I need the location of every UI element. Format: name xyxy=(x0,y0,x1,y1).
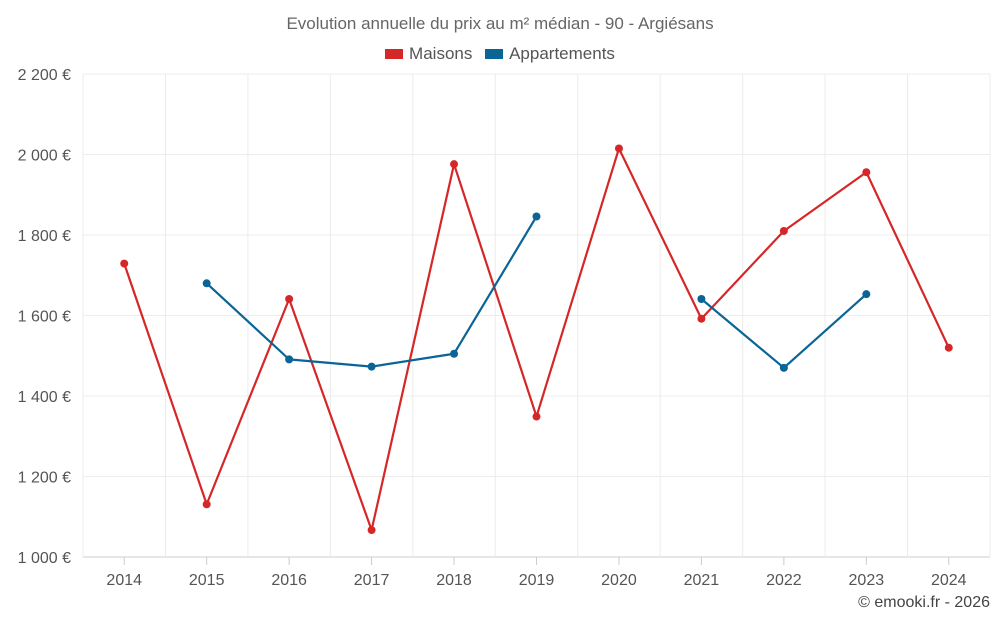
chart-title: Evolution annuelle du prix au m² médian … xyxy=(286,14,714,33)
legend: Maisons Appartements xyxy=(0,44,1000,64)
legend-swatch-maisons xyxy=(385,48,404,59)
data-point-maisons xyxy=(450,160,459,169)
y-tick-label: 1 800 € xyxy=(18,228,71,245)
data-point-appartements xyxy=(285,355,294,364)
data-point-appartements xyxy=(862,290,871,299)
x-tick-label: 2022 xyxy=(766,572,802,589)
x-tick-label: 2018 xyxy=(436,572,472,589)
data-point-maisons xyxy=(862,168,871,177)
data-point-appartements xyxy=(367,362,376,371)
data-point-maisons xyxy=(367,526,376,535)
data-point-maisons xyxy=(697,314,706,323)
data-point-maisons xyxy=(944,343,953,352)
series-line-appartements xyxy=(205,215,538,368)
x-tick-label: 2023 xyxy=(849,572,885,589)
x-tick-label: 2014 xyxy=(106,572,142,589)
x-tick-label: 2024 xyxy=(931,572,967,589)
data-point-maisons xyxy=(779,226,788,235)
y-tick-label: 1 600 € xyxy=(18,309,71,326)
data-point-maisons xyxy=(120,259,129,268)
y-tick-label: 1 200 € xyxy=(18,470,71,487)
y-tick-label: 1 400 € xyxy=(18,389,71,406)
credit-text: © emooki.fr - 2026 xyxy=(858,594,990,611)
x-tick-label: 2019 xyxy=(519,572,555,589)
x-tick-label: 2020 xyxy=(601,572,637,589)
y-tick-label: 2 200 € xyxy=(18,67,71,84)
legend-item-appartements[interactable]: Appartements xyxy=(485,44,615,64)
legend-swatch-appartements xyxy=(485,48,504,59)
data-point-appartements xyxy=(779,363,788,372)
data-point-appartements xyxy=(697,294,706,303)
data-point-appartements xyxy=(202,279,211,288)
data-point-maisons xyxy=(202,500,211,509)
x-tick-label: 2016 xyxy=(271,572,307,589)
data-point-maisons xyxy=(285,294,294,303)
legend-item-maisons[interactable]: Maisons xyxy=(385,44,472,64)
x-tick-label: 2017 xyxy=(354,572,390,589)
series-line-appartements xyxy=(700,293,868,369)
y-tick-label: 1 000 € xyxy=(18,550,71,567)
y-tick-label: 2 000 € xyxy=(18,148,71,165)
x-tick-label: 2021 xyxy=(684,572,720,589)
data-point-maisons xyxy=(614,144,623,153)
data-point-appartements xyxy=(532,212,541,221)
data-point-appartements xyxy=(450,349,459,358)
legend-label-appartements: Appartements xyxy=(509,44,615,63)
legend-label-maisons: Maisons xyxy=(409,44,473,63)
x-tick-label: 2015 xyxy=(189,572,225,589)
data-point-maisons xyxy=(532,412,541,421)
